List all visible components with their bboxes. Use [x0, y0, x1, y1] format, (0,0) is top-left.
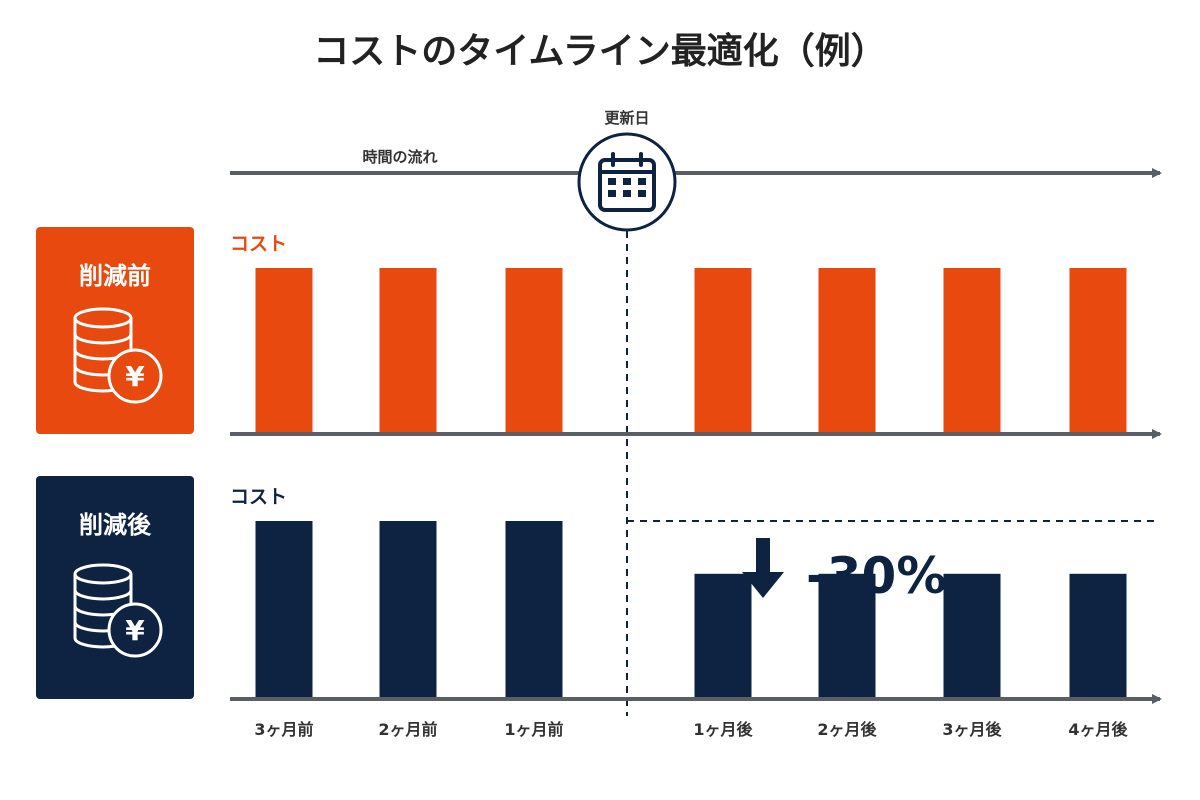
after-panel: 削減後 ¥: [36, 476, 194, 699]
after-bar-6: [943, 573, 1001, 697]
svg-text:¥: ¥: [125, 360, 145, 393]
coins-yen-icon: ¥: [73, 563, 163, 658]
coins-yen-icon: ¥: [73, 307, 163, 404]
before-bar-2: [379, 268, 437, 432]
before-cost-label: コスト: [230, 233, 287, 255]
after-bar-7: [1069, 573, 1127, 697]
x-tick-labels: 3ヶ月前 2ヶ月前 1ヶ月前 1ヶ月後 2ヶ月後 3ヶ月後 4ヶ月後: [254, 720, 1128, 739]
before-bar-4: [694, 268, 752, 432]
after-bar-3: [505, 521, 563, 697]
chart-title: コストのタイムライン最適化（例）: [313, 31, 886, 72]
after-bar-2: [379, 521, 437, 697]
before-panel: 削減前 ¥: [36, 227, 194, 434]
after-bar-1: [255, 521, 313, 697]
before-bar-5: [818, 268, 876, 432]
after-panel-label: 削減後: [79, 511, 152, 539]
before-bar-7: [1069, 268, 1127, 432]
update-date-label: 更新日: [604, 109, 649, 127]
down-arrow-icon: [742, 538, 784, 598]
after-bars: [255, 521, 1127, 697]
after-bar-4: [694, 573, 752, 697]
x-tick-label: 3ヶ月後: [942, 720, 1002, 739]
before-bars: [255, 268, 1127, 432]
after-bar-5: [818, 573, 876, 697]
timeline-label: 時間の流れ: [362, 148, 437, 166]
x-tick-label: 3ヶ月前: [254, 720, 313, 739]
calendar-icon: [577, 132, 677, 232]
x-tick-label: 4ヶ月後: [1068, 720, 1128, 739]
x-tick-label: 2ヶ月前: [378, 720, 437, 739]
x-tick-label: 1ヶ月前: [504, 720, 563, 739]
after-cost-label: コスト: [230, 486, 287, 508]
before-bar-1: [255, 268, 313, 432]
before-panel-label: 削減前: [79, 262, 151, 290]
x-tick-label: 1ヶ月後: [693, 720, 753, 739]
reduction-label: -30%: [806, 547, 946, 605]
before-bar-6: [943, 268, 1001, 432]
x-tick-label: 2ヶ月後: [817, 720, 877, 739]
svg-text:¥: ¥: [125, 614, 145, 647]
before-bar-3: [505, 268, 563, 432]
